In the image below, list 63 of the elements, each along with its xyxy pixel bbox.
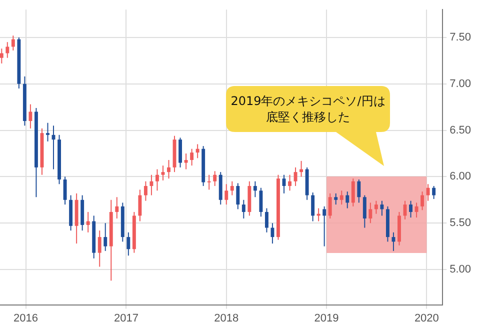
candlestick — [409, 200, 412, 218]
candlestick — [368, 202, 372, 224]
x-tick-label: 2019 — [314, 312, 339, 324]
candlestick — [340, 190, 344, 206]
candlestick — [196, 144, 200, 159]
candlestick — [115, 196, 119, 219]
candlestick — [86, 211, 90, 233]
y-tick-label: 7.50 — [450, 31, 472, 44]
candlestick — [11, 35, 15, 51]
candlestick — [190, 148, 194, 166]
x-tick-label: 2017 — [114, 312, 138, 324]
candlestick — [46, 122, 50, 142]
candlestick — [357, 178, 361, 204]
y-tick-label: 5.50 — [450, 217, 472, 230]
candlestick — [28, 104, 32, 129]
candlestick — [288, 174, 292, 192]
candlestick — [126, 232, 130, 256]
candlestick — [328, 192, 332, 219]
candlestick — [420, 191, 424, 211]
candlestick — [374, 200, 378, 214]
candlestick — [104, 222, 108, 252]
candlestick — [98, 230, 102, 268]
y-tick-label: 6.50 — [450, 124, 472, 136]
candlestick — [161, 165, 165, 181]
candlestick — [362, 194, 366, 228]
candlestick — [6, 42, 10, 58]
candlestick — [346, 191, 350, 209]
candlestick — [213, 170, 217, 186]
y-tick-label: 7.00 — [450, 78, 472, 90]
candlestick — [322, 206, 326, 247]
candlestick — [167, 159, 170, 180]
candlestick — [224, 184, 228, 206]
candlestick — [351, 178, 355, 207]
candlestick — [311, 192, 315, 222]
candlestick — [207, 174, 211, 190]
candlestick — [236, 182, 240, 210]
candlestick — [0, 48, 4, 64]
candlestick — [264, 208, 268, 233]
candlestick — [414, 202, 418, 218]
candlestick — [300, 160, 304, 178]
x-tick-label: 2018 — [214, 312, 239, 324]
candlestick — [155, 168, 159, 192]
candlestick — [63, 176, 67, 206]
candlestick — [138, 189, 142, 222]
annotation: 2019年のメキシコペソ/円は底堅く推移した — [230, 93, 386, 125]
y-tick-label: 6.00 — [450, 170, 472, 183]
candlestick — [392, 232, 396, 252]
candlestick — [230, 180, 234, 196]
candlestick — [184, 152, 188, 170]
candlestick — [253, 180, 257, 198]
candlestick — [144, 180, 148, 202]
candlestick — [432, 185, 436, 200]
candlestick — [426, 184, 430, 202]
candlestick — [334, 192, 338, 206]
candlestick — [380, 200, 384, 216]
candlestick — [270, 222, 274, 244]
x-tick-label: 2016 — [14, 312, 38, 324]
y-tick-label: 5.00 — [450, 264, 472, 276]
candlestick — [259, 187, 263, 218]
candlestick — [242, 199, 246, 219]
x-tick-label: 2020 — [414, 312, 439, 324]
candlestick — [150, 174, 154, 196]
candlestick — [178, 137, 182, 168]
